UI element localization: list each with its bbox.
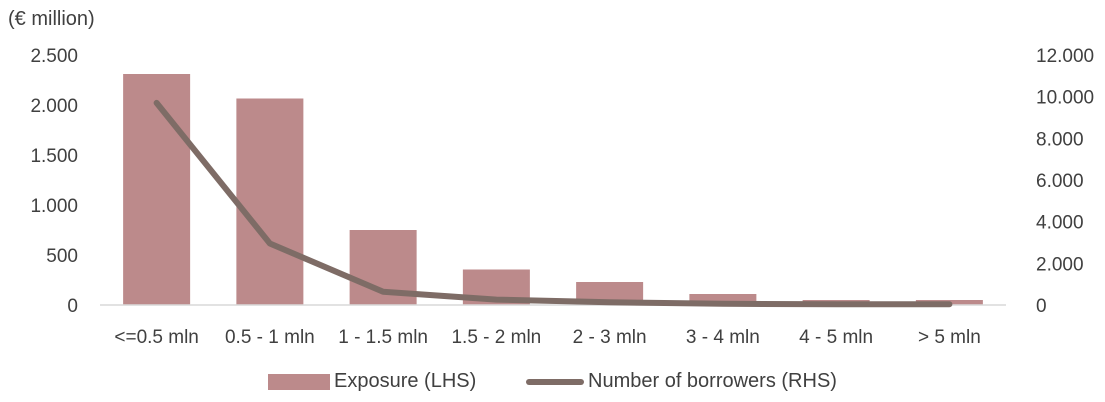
category-label: 2 - 3 mln — [573, 327, 647, 348]
right-axis-tick-label: 4.000 — [1036, 213, 1084, 234]
left-axis-tick-label: 500 — [46, 246, 78, 267]
left-axis-tick-label: 2.000 — [30, 96, 78, 117]
category-label: 1 - 1.5 mln — [338, 327, 428, 348]
legend-swatch-borrowers — [526, 378, 584, 385]
category-label: <=0.5 mln — [114, 327, 199, 348]
exposure-bars — [123, 74, 983, 305]
right-axis-tick-label: 0 — [1036, 296, 1047, 317]
right-axis-tick-label: 6.000 — [1036, 171, 1084, 192]
left-axis-tick-label: 1.500 — [30, 146, 78, 167]
left-axis-tick-label: 2.500 — [30, 46, 78, 67]
category-label: 3 - 4 mln — [686, 327, 760, 348]
exposure-bar — [236, 98, 304, 305]
category-labels: <=0.5 mln 0.5 - 1 mln 1 - 1.5 mln 1.5 - 2 m… — [114, 327, 980, 348]
exposure-bar — [123, 74, 191, 305]
right-axis-tick-label: 8.000 — [1036, 129, 1084, 150]
legend-swatch-exposure — [268, 373, 330, 390]
right-axis-tick-label: 10.000 — [1036, 88, 1094, 109]
borrowers-line — [153, 99, 953, 308]
category-label: 1.5 - 2 mln — [451, 327, 541, 348]
right-axis-tick-label: 2.000 — [1036, 254, 1084, 275]
left-axis-tick-label: 1.000 — [30, 196, 78, 217]
chart-svg: 0 500 1.000 1.500 2.000 2.500 0 2.000 4.000 6.00… — [30, 46, 1094, 348]
right-axis-tick-label: 12.000 — [1036, 46, 1094, 67]
left-axis-tick-label: 0 — [67, 296, 78, 317]
category-label: > 5 mln — [918, 327, 981, 348]
category-label: 0.5 - 1 mln — [225, 327, 315, 348]
legend: Exposure (LHS) Number of borrowers (RHS) — [0, 362, 1105, 402]
category-label: 4 - 5 mln — [799, 327, 873, 348]
legend-item-exposure: Exposure (LHS) — [268, 370, 476, 393]
exposure-bar — [689, 294, 757, 305]
left-axis-ticks: 0 500 1.000 1.500 2.000 2.500 — [30, 46, 78, 317]
legend-label-borrowers: Number of borrowers (RHS) — [588, 370, 837, 392]
legend-label-exposure: Exposure (LHS) — [334, 370, 477, 392]
legend-item-borrowers: Number of borrowers (RHS) — [526, 370, 837, 393]
y-axis-unit-label: (€ million) — [8, 8, 95, 30]
right-axis-ticks: 0 2.000 4.000 6.000 8.000 10.000 12.000 — [1036, 46, 1094, 317]
